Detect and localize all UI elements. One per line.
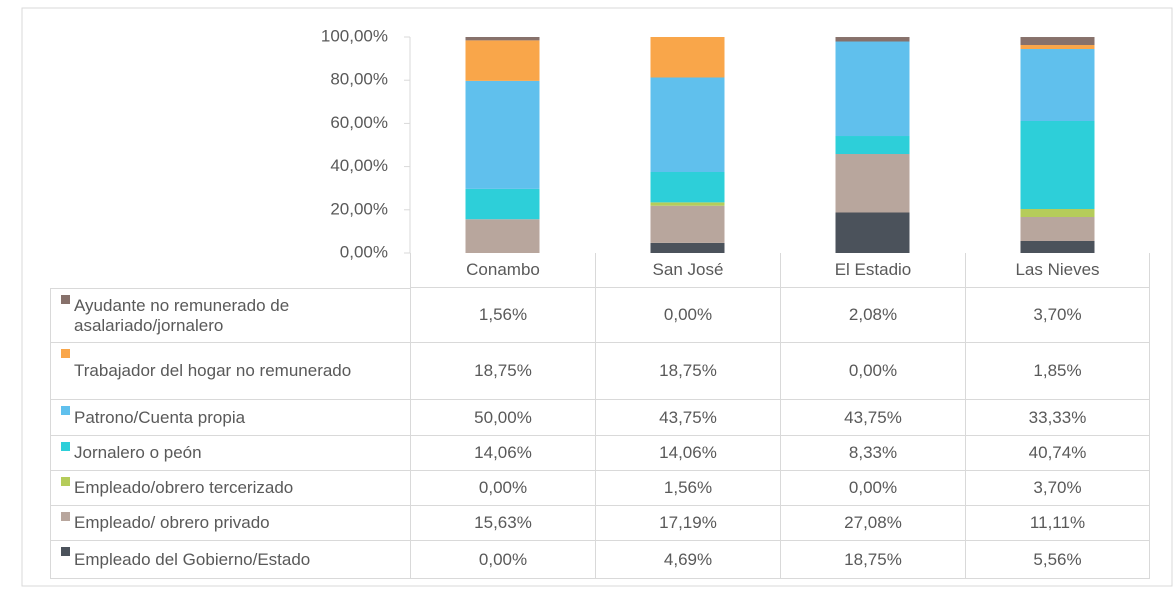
bar-segment	[465, 40, 540, 81]
bar-segment	[465, 219, 540, 253]
bar-segment	[835, 41, 910, 137]
legend-label: Empleado del Gobierno/Estado	[74, 549, 311, 569]
data-cell: 5,56%	[965, 541, 1150, 579]
x-tick-label: Conambo	[410, 253, 595, 288]
data-cell: 50,00%	[410, 400, 595, 436]
legend-swatch	[61, 547, 70, 556]
legend-label: Ayudante no remunerado de asalariado/jor…	[74, 295, 290, 335]
legend-label: Jornalero o peón	[74, 443, 202, 462]
data-cell: 0,00%	[780, 343, 965, 400]
legend-entry: Empleado del Gobierno/Estado	[50, 541, 410, 579]
data-cell: 8,33%	[780, 436, 965, 471]
bar-segment	[465, 188, 540, 220]
bar-segment	[1020, 216, 1095, 241]
data-cell: 0,00%	[410, 541, 595, 579]
bar-segment	[835, 136, 910, 155]
legend-entry: Jornalero o peón	[50, 436, 410, 471]
data-cell: 0,00%	[410, 471, 595, 506]
data-cell: 33,33%	[965, 400, 1150, 436]
y-tick-label: 60,00%	[330, 113, 388, 132]
bar-segment	[465, 80, 540, 189]
legend-label: Empleado/obrero tercerizado	[74, 478, 294, 497]
legend-swatch	[61, 477, 70, 486]
bar-segment	[650, 242, 725, 253]
data-cell: 3,70%	[965, 288, 1150, 343]
data-cell: 27,08%	[780, 506, 965, 541]
data-cell: 1,85%	[965, 343, 1150, 400]
data-cell: 0,00%	[780, 471, 965, 506]
legend-entry: Empleado/obrero tercerizado	[50, 471, 410, 506]
data-cell: 17,19%	[595, 506, 780, 541]
bar-segment	[650, 205, 725, 243]
chart-border	[21, 7, 1173, 587]
legend-label: Patrono/Cuenta propia	[74, 407, 246, 427]
bar-segment	[835, 37, 910, 42]
bar-segment	[1020, 45, 1095, 50]
legend-swatch	[61, 295, 70, 304]
legend-swatch	[61, 406, 70, 415]
bar-segment	[1020, 209, 1095, 217]
y-tick-label: 40,00%	[330, 156, 388, 175]
data-cell: 2,08%	[780, 288, 965, 343]
data-cell: 15,63%	[410, 506, 595, 541]
bar-segment	[1020, 49, 1095, 122]
data-cell: 18,75%	[595, 343, 780, 400]
data-cell: 3,70%	[965, 471, 1150, 506]
legend-swatch	[61, 442, 70, 451]
y-tick-label: 0,00%	[340, 242, 388, 261]
bar-segment	[835, 212, 910, 253]
data-cell: 40,74%	[965, 436, 1150, 471]
bar-segment	[650, 172, 725, 203]
data-cell: 18,75%	[780, 541, 965, 579]
legend-entry: Ayudante no remunerado de asalariado/jor…	[50, 288, 410, 343]
data-cell: 11,11%	[965, 506, 1150, 541]
legend-label: Empleado/ obrero privado	[74, 513, 270, 532]
bar-segment	[1020, 240, 1095, 253]
data-cell: 0,00%	[595, 288, 780, 343]
data-cell: 18,75%	[410, 343, 595, 400]
bar-segment	[465, 37, 540, 41]
y-tick-label: 20,00%	[330, 199, 388, 218]
y-tick-label: 100,00%	[321, 26, 388, 45]
data-cell: 43,75%	[780, 400, 965, 436]
bar-segment	[1020, 37, 1095, 46]
bar-segment	[835, 154, 910, 213]
data-cell: 1,56%	[595, 471, 780, 506]
data-cell: 14,06%	[410, 436, 595, 471]
bar-segment	[1020, 121, 1095, 210]
data-cell: 1,56%	[410, 288, 595, 343]
legend-label: Trabajador del hogar no remunerado	[74, 361, 352, 380]
legend-entry: Trabajador del hogar no remunerado	[50, 343, 410, 400]
bar-segment	[650, 77, 725, 172]
legend-swatch	[61, 349, 70, 358]
bar-segment	[650, 202, 725, 206]
legend-entry: Patrono/Cuenta propia	[50, 400, 410, 436]
x-tick-label: El Estadio	[780, 253, 965, 288]
x-tick-label: San José	[595, 253, 780, 288]
legend-entry: Empleado/ obrero privado	[50, 506, 410, 541]
data-cell: 14,06%	[595, 436, 780, 471]
legend-swatch	[61, 512, 70, 521]
bar-segment	[650, 37, 725, 78]
x-tick-label: Las Nieves	[965, 253, 1150, 288]
data-cell: 4,69%	[595, 541, 780, 579]
y-tick-label: 80,00%	[330, 70, 388, 89]
data-cell: 43,75%	[595, 400, 780, 436]
